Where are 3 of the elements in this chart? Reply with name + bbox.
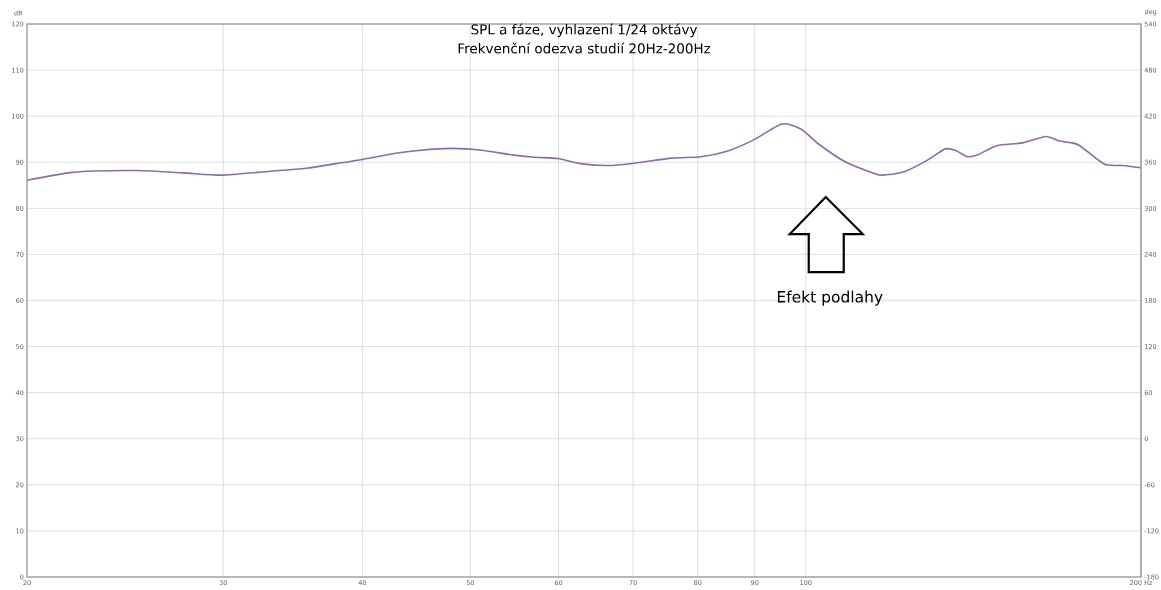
chart-title: SPL a fáze, vyhlazení 1/24 oktávy: [471, 23, 698, 38]
text: Frekvenční odezva studií 20Hz-200Hz: [458, 42, 711, 54]
annotation: Efekt podlahy: [777, 290, 883, 306]
